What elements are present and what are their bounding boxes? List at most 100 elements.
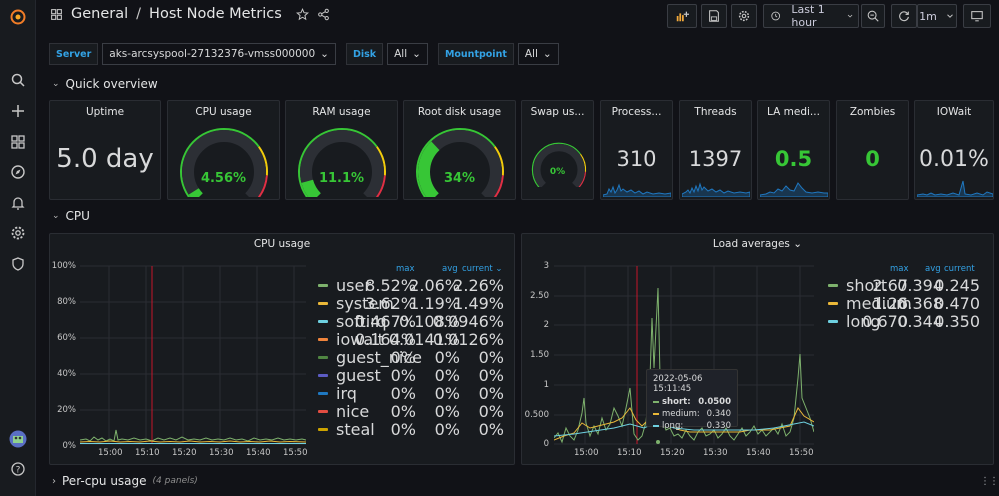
panel-load-averages-graph[interactable]: Load averages ⌄ 3 2.50 2 1.50 1 0.500 0 15:00 1… bbox=[521, 233, 994, 465]
legend-series-name: guest_nice bbox=[336, 347, 422, 367]
page-title[interactable]: Host Node Metrics bbox=[149, 6, 282, 22]
gear-icon[interactable] bbox=[0, 219, 36, 247]
search-icon[interactable] bbox=[0, 66, 36, 94]
panel-zombies[interactable]: Zombies 0 bbox=[836, 100, 909, 200]
legend-item-system[interactable]: system 3.62% 1.19% 1.49% bbox=[318, 293, 514, 313]
legend-swatch bbox=[828, 283, 838, 287]
shield-icon[interactable] bbox=[0, 250, 36, 278]
save-dashboard-button[interactable] bbox=[701, 4, 727, 28]
row-title: CPU bbox=[65, 209, 90, 223]
alerting-bell-icon[interactable] bbox=[0, 189, 36, 217]
chevron-down-icon: ⌄ bbox=[52, 211, 60, 221]
tooltip-row: short: 0.0500 bbox=[653, 396, 731, 408]
variable-select-disk[interactable]: All ⌄ bbox=[387, 43, 428, 65]
legend-swatch bbox=[318, 283, 328, 287]
legend-item-medium[interactable]: medium 1.26 0.368 0.470 bbox=[828, 294, 988, 313]
panel-title: Root disk usage bbox=[417, 106, 502, 118]
refresh-button[interactable] bbox=[891, 4, 917, 28]
legend-item-nice[interactable]: nice 0% 0% 0% bbox=[318, 402, 514, 421]
panel-la-medium[interactable]: LA medi... 0.5 bbox=[757, 100, 830, 200]
refresh-interval-picker[interactable]: 1m bbox=[917, 4, 957, 28]
panel-uptime[interactable]: Uptime 5.0 day bbox=[49, 100, 161, 200]
load-legend: short 2.67 0.394 0.245 medium 1.26 0.368 0.470 l… bbox=[828, 275, 988, 338]
legend-item-softirq[interactable]: softirq 0.467% 0.108% 0.0946% bbox=[318, 312, 514, 331]
legend-item-short[interactable]: short 2.67 0.394 0.245 bbox=[828, 275, 988, 295]
star-icon[interactable] bbox=[295, 7, 309, 21]
legend-swatch bbox=[318, 373, 328, 377]
legend-item-guest[interactable]: guest 0% 0% 0% bbox=[318, 365, 514, 385]
legend-header-current[interactable]: current ⌄ bbox=[462, 264, 512, 274]
legend-item-guest-nice[interactable]: guest_nice 0% 0% 0% bbox=[318, 347, 514, 367]
legend-value-max: 0% bbox=[390, 383, 416, 403]
template-variables: Server aks-arcsyspool-27132376-vmss00000… bbox=[49, 43, 565, 65]
row-cpu[interactable]: ⌄ CPU bbox=[52, 209, 90, 223]
tooltip-swatch bbox=[653, 413, 659, 415]
panel-cpu-usage-graph[interactable]: CPU usage 100% 80% 60% 40% 20% 0% 15:00 15:10 1… bbox=[49, 233, 515, 465]
legend-header-avg[interactable]: avg bbox=[442, 264, 458, 274]
cpu-legend: user 8.52% 2.06% 2.26% system 3.62% 1.19% 1.49%… bbox=[318, 275, 514, 439]
variable-select-server[interactable]: aks-arcsyspool-27132376-vmss000000 ⌄ bbox=[102, 43, 336, 65]
panel-root-disk-usage[interactable]: Root disk usage 34% bbox=[403, 100, 516, 200]
zoom-out-button[interactable] bbox=[861, 4, 885, 28]
gauge-track bbox=[533, 143, 585, 187]
legend-value-current: 0.350 bbox=[934, 311, 980, 331]
dashboard-navbar: General / Host Node Metrics Last 1 hour … bbox=[36, 0, 999, 34]
cpu-plot-area[interactable] bbox=[80, 258, 306, 446]
legend-item-long[interactable]: long 0.670 0.344 0.350 bbox=[828, 311, 988, 331]
panel-swap-usage[interactable]: Swap us... 0% bbox=[521, 100, 594, 200]
breadcrumb-folder[interactable]: General bbox=[71, 6, 129, 22]
dashboards-icon[interactable] bbox=[0, 128, 36, 156]
time-picker-button[interactable]: Last 1 hour bbox=[763, 3, 859, 29]
tooltip-swatch bbox=[653, 401, 659, 403]
y-tick-label: 60% bbox=[57, 333, 76, 343]
gauge-value: 11.1% bbox=[318, 171, 365, 186]
legend-value-current: 0% bbox=[478, 383, 504, 403]
dashboard-settings-button[interactable] bbox=[731, 4, 757, 28]
legend-series-name: system bbox=[336, 293, 394, 313]
avatar[interactable] bbox=[0, 425, 36, 453]
x-tick-label: 15:10 bbox=[135, 448, 160, 458]
legend-item-iowait[interactable]: iowait 0.164% 0.0141% 0.0126% bbox=[318, 330, 514, 349]
panel-iowait[interactable]: IOWait 0.01% bbox=[914, 100, 994, 200]
legend-series-name: irq bbox=[336, 383, 357, 403]
panel-processes[interactable]: Process... 310 bbox=[600, 100, 673, 200]
add-panel-button[interactable] bbox=[667, 4, 697, 28]
clock-icon bbox=[771, 11, 781, 21]
legend-value-avg: 2.06% bbox=[409, 275, 460, 295]
graph-tooltip: 2022-05-06 15:11:45 short: 0.0500 medium: 0… bbox=[646, 369, 738, 431]
tv-mode-button[interactable] bbox=[963, 4, 991, 28]
hover-point-short bbox=[656, 440, 660, 444]
legend-series-name: guest bbox=[336, 365, 381, 385]
panel-title: Load averages ⌄ bbox=[522, 238, 993, 250]
help-icon[interactable]: ? bbox=[0, 455, 36, 483]
explore-compass-icon[interactable] bbox=[0, 158, 36, 186]
legend-item-steal[interactable]: steal 0% 0% 0% bbox=[318, 420, 514, 439]
row-quick-overview[interactable]: ⌄ Quick overview bbox=[52, 77, 158, 91]
panel-threads[interactable]: Threads 1397 bbox=[679, 100, 752, 200]
x-tick-label: 15:30 bbox=[209, 448, 234, 458]
iowait-sparkline bbox=[917, 180, 993, 197]
legend-value-current: 0.245 bbox=[934, 275, 980, 295]
legend-swatch bbox=[318, 301, 328, 305]
legend-header-max[interactable]: max bbox=[396, 264, 415, 274]
stat-value: 0.5 bbox=[774, 147, 813, 171]
panel-cpu-usage[interactable]: CPU usage 4.56% bbox=[167, 100, 280, 200]
tooltip-series-name: long: bbox=[662, 421, 684, 431]
stat-value: 1397 bbox=[688, 147, 743, 171]
legend-item-irq[interactable]: irq 0% 0% 0% bbox=[318, 383, 514, 403]
ram-gauge bbox=[298, 128, 386, 197]
legend-header-avg[interactable]: avg bbox=[925, 264, 941, 274]
row-per-cpu-usage[interactable]: › Per-cpu usage (4 panels) bbox=[52, 474, 198, 488]
legend-header-current[interactable]: current bbox=[944, 264, 975, 274]
drag-handle-icon[interactable]: ⋮⋮ bbox=[980, 476, 999, 487]
plus-icon[interactable] bbox=[0, 97, 36, 125]
variable-select-mountpoint[interactable]: All ⌄ bbox=[517, 43, 559, 65]
legend-header-max[interactable]: max bbox=[890, 264, 909, 274]
legend-item-user[interactable]: user 8.52% 2.06% 2.26% bbox=[318, 275, 514, 295]
tooltip-row: medium: 0.340 bbox=[653, 408, 731, 420]
panel-ram-usage[interactable]: RAM usage 11.1% bbox=[285, 100, 398, 200]
tooltip-row: long: 0.330 bbox=[653, 420, 731, 432]
share-icon[interactable] bbox=[317, 8, 330, 21]
grafana-logo-icon[interactable] bbox=[0, 3, 36, 31]
stat-value: 0.01% bbox=[919, 147, 989, 172]
